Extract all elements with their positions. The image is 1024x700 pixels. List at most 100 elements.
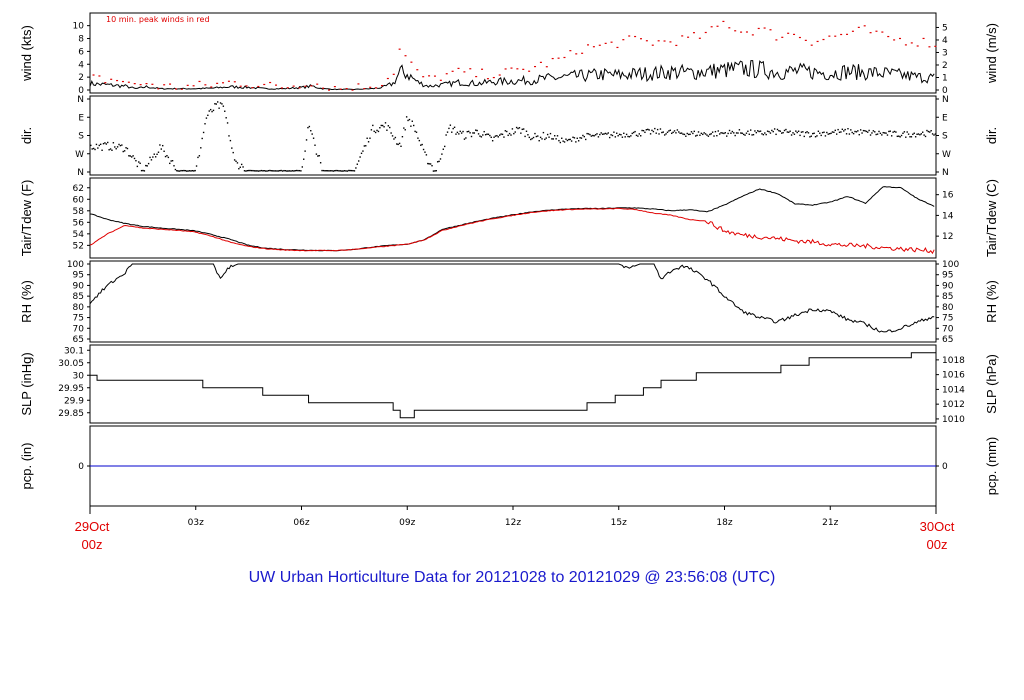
direction-point xyxy=(772,130,774,133)
direction-point xyxy=(624,136,626,138)
direction-point xyxy=(610,134,612,136)
peak-wind-marker xyxy=(828,35,831,37)
direction-point xyxy=(902,132,904,134)
direction-point xyxy=(804,131,807,134)
direction-point xyxy=(442,148,445,150)
direction-point xyxy=(649,133,652,135)
direction-point xyxy=(202,131,205,134)
direction-point xyxy=(709,133,711,136)
humidity-tick-label-right: 85 xyxy=(942,292,953,302)
direction-point xyxy=(847,128,849,130)
direction-point xyxy=(465,137,467,139)
humidity-frame xyxy=(89,260,937,343)
direction-point xyxy=(362,150,364,152)
peak-wind-marker xyxy=(163,84,166,86)
humidity-tick-label-left: 90 xyxy=(73,281,85,291)
direction-point xyxy=(783,129,786,132)
direction-point xyxy=(776,128,779,131)
peak-wind-marker xyxy=(575,53,578,55)
dir-tick-label-right: S xyxy=(942,132,948,142)
direction-point xyxy=(531,137,533,140)
direction-point xyxy=(336,169,339,172)
peak-wind-marker xyxy=(592,46,595,48)
direction-point xyxy=(867,131,869,133)
direction-point xyxy=(924,135,927,138)
peak-wind-marker xyxy=(227,80,230,82)
direction-point xyxy=(425,154,428,156)
direction-point xyxy=(208,110,210,112)
direction-point xyxy=(721,132,724,134)
direction-point xyxy=(462,130,464,133)
direction-point xyxy=(287,170,289,172)
dir-tick-label-left: W xyxy=(75,150,84,160)
direction-point xyxy=(779,130,781,132)
direction-point xyxy=(527,134,529,136)
temperature-ylabel-left: Tair/Tdew (F) xyxy=(19,180,34,257)
direction-point xyxy=(762,133,765,136)
direction-point xyxy=(910,136,913,138)
peak-wind-marker xyxy=(363,88,366,90)
temperature-tick-label-left: 62 xyxy=(73,184,84,194)
direction-point xyxy=(757,130,759,132)
direction-point xyxy=(374,131,377,134)
direction-point xyxy=(566,139,569,142)
direction-point xyxy=(589,133,591,136)
direction-point xyxy=(283,169,285,172)
direction-point xyxy=(174,168,177,171)
temperature-tick-label-left: 56 xyxy=(73,218,85,228)
pressure-ylabel-left: SLP (inHg) xyxy=(19,352,34,415)
direction-point xyxy=(228,135,230,137)
direction-point xyxy=(723,132,725,135)
direction-point xyxy=(143,170,146,172)
direction-point xyxy=(702,133,704,136)
direction-point xyxy=(830,132,832,135)
direction-point xyxy=(157,151,160,153)
direction-point xyxy=(530,138,532,141)
peak-wind-marker xyxy=(180,88,183,90)
direction-point xyxy=(432,170,435,172)
direction-point xyxy=(881,134,883,136)
direction-point xyxy=(661,131,663,134)
direction-point xyxy=(628,136,631,138)
pressure-tick-label-right: 1012 xyxy=(942,400,965,410)
direction-point xyxy=(486,133,488,135)
peak-wind-marker xyxy=(869,32,872,34)
direction-point xyxy=(98,144,100,147)
direction-point xyxy=(835,133,838,135)
direction-point xyxy=(270,170,272,172)
direction-point xyxy=(751,134,753,136)
peak-wind-marker xyxy=(904,44,907,46)
direction-point xyxy=(286,170,288,172)
direction-point xyxy=(140,169,143,172)
direction-point xyxy=(666,131,669,133)
peak-wind-marker xyxy=(316,83,319,85)
direction-point xyxy=(697,131,700,133)
direction-point xyxy=(539,136,542,139)
direction-point xyxy=(255,170,257,172)
direction-point xyxy=(400,145,402,148)
peak-wind-marker xyxy=(704,31,707,34)
direction-point xyxy=(724,132,727,134)
direction-point xyxy=(738,129,741,131)
humidity-tick-label-right: 75 xyxy=(942,314,953,324)
direction-point xyxy=(147,162,150,165)
peak-wind-marker xyxy=(610,41,613,43)
direction-point xyxy=(429,163,432,165)
direction-point xyxy=(744,134,746,136)
direction-point xyxy=(647,128,649,131)
direction-point xyxy=(115,148,117,150)
direction-point xyxy=(139,162,141,165)
humidity-tick-label-left: 85 xyxy=(73,292,84,302)
peak-wind-marker xyxy=(787,32,790,34)
direction-point xyxy=(128,155,130,157)
direction-point xyxy=(823,131,825,133)
direction-point xyxy=(469,132,471,134)
precipitation-ylabel-left: pcp. (in) xyxy=(19,443,34,490)
peak-wind-marker xyxy=(922,37,925,40)
direction-point xyxy=(861,132,863,134)
direction-point xyxy=(920,133,922,135)
direction-point xyxy=(580,137,583,139)
wind-tick-label-right: 1 xyxy=(942,73,948,83)
direction-point xyxy=(914,136,917,138)
direction-point xyxy=(703,132,705,134)
